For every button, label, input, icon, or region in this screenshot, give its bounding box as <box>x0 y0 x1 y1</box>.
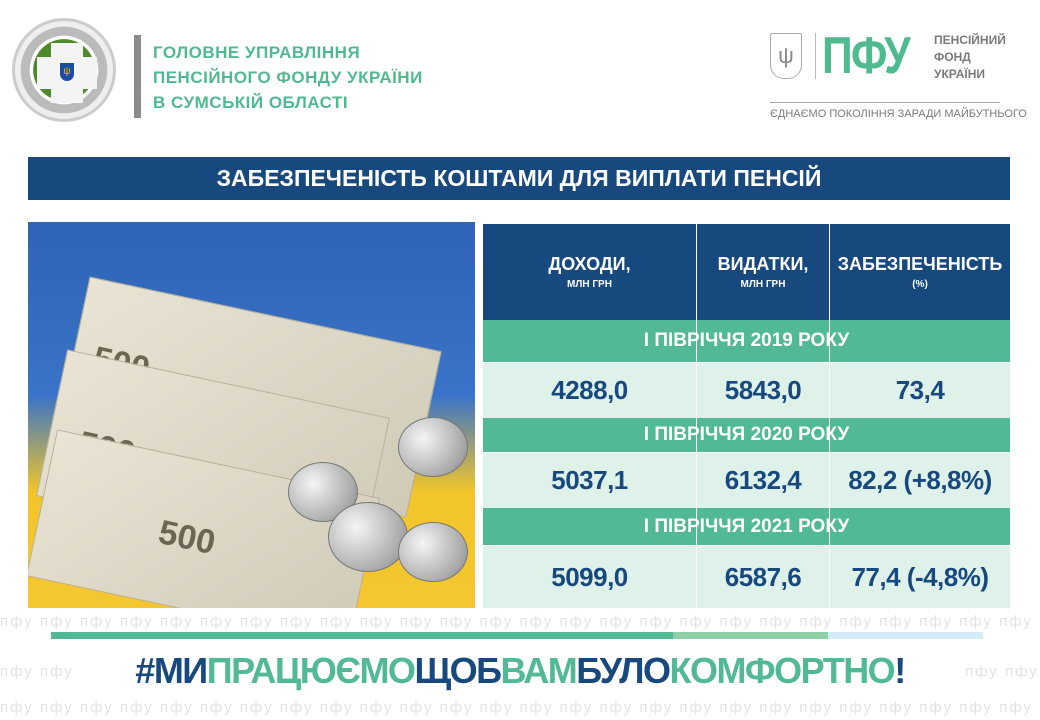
period-row-2021: І ПІВРІЧЧЯ 2021 РОКУ <box>483 508 1010 545</box>
hashtag-part: ЩОБ <box>414 650 502 691</box>
watermark-pattern: пфу пфу пфу пфу пфу пфу пфу пфу пфу пфу … <box>0 700 1040 716</box>
coverage-value: 82,2 (+8,8%) <box>848 465 992 495</box>
logo-divider <box>815 33 816 79</box>
money-photo: 500 500 500 <box>28 222 475 608</box>
accent-strip <box>673 632 828 639</box>
column-header-income: ДОХОДИ, МЛН ГРН <box>483 224 696 320</box>
coverage-value: 77,4 (-4,8%) <box>851 561 989 592</box>
brand-name: ПЕНСІЙНИЙ ФОНД УКРАЇНИ <box>934 32 1006 83</box>
trident-shield-icon: ψ <box>60 63 74 81</box>
column-unit: МЛН ГРН <box>740 279 786 290</box>
column-label: ЗАБЕЗПЕЧЕНІСТЬ <box>837 254 1003 274</box>
income-value: 4288,0 <box>551 375 628 405</box>
hashtag-slogan: #МИПРАЦЮЄМОЩОБВАМБУЛОКОМФОРТНО! <box>0 650 1040 692</box>
hashtag-part: ВАМ <box>500 650 578 691</box>
brand-line: УКРАЇНИ <box>934 67 986 81</box>
hashtag-part: БУЛО <box>576 650 671 691</box>
accent-strip <box>828 632 983 639</box>
brand-line: ПЕНСІЙНИЙ <box>934 33 1006 47</box>
slogan-rule <box>770 102 1000 103</box>
hashtag-part: #МИ <box>135 650 208 691</box>
coin-image <box>398 417 468 477</box>
hashtag-part: ПРАЦЮЄМО <box>206 650 416 691</box>
brand-line: ФОНД <box>934 50 971 64</box>
expenses-value: 6132,4 <box>724 465 802 495</box>
table-row: 4288,0 5843,0 73,4 <box>483 363 1010 418</box>
column-unit: (%) <box>912 279 928 290</box>
column-divider <box>829 224 830 608</box>
org-line: ПЕНСІЙНОГО ФОНДУ УКРАЇНИ <box>153 68 423 87</box>
income-value: 5037,1 <box>551 465 628 495</box>
coverage-value: 73,4 <box>895 375 945 405</box>
org-line: В СУМСЬКІЙ ОБЛАСТІ <box>153 93 349 112</box>
funding-table: ДОХОДИ, МЛН ГРН ВИДАТКИ, МЛН ГРН ЗАБЕЗПЕЧЕ… <box>483 224 1010 608</box>
org-name: ГОЛОВНЕ УПРАВЛІННЯ ПЕНСІЙНОГО ФОНДУ УКРА… <box>153 40 423 115</box>
slogan: ЄДНАЄМО ПОКОЛІННЯ ЗАРАДИ МАЙБУТНЬОГО <box>770 108 1027 120</box>
org-line: ГОЛОВНЕ УПРАВЛІННЯ <box>153 43 361 62</box>
column-divider <box>696 224 697 608</box>
coin-image <box>328 502 408 572</box>
banknote-value: 500 <box>155 513 219 563</box>
column-unit: МЛН ГРН <box>567 279 612 290</box>
expenses-value: 5843,0 <box>724 375 802 405</box>
period-row-2019: І ПІВРІЧЧЯ 2019 РОКУ <box>483 320 1010 362</box>
watermark-pattern: пфу пфу пфу пфу пфу пфу пфу пфу пфу пфу … <box>965 664 1040 680</box>
expenses-value: 6587,6 <box>724 561 802 592</box>
hashtag-part: КОМФОРТНО <box>669 650 895 691</box>
period-row-2020: І ПІВРІЧЧЯ 2020 РОКУ <box>483 418 1010 452</box>
coat-of-arms-icon: ψ <box>770 33 802 79</box>
column-header-expenses: ВИДАТКИ, МЛН ГРН <box>697 224 829 320</box>
watermark-pattern: пфу пфу пфу пфу пфу пфу пфу пфу пфу пфу … <box>0 664 80 680</box>
watermark-pattern: пфу пфу пфу пфу пфу пфу пфу пфу пфу пфу … <box>0 614 1040 630</box>
table-header: ДОХОДИ, МЛН ГРН ВИДАТКИ, МЛН ГРН ЗАБЕЗПЕЧЕ… <box>483 224 1010 320</box>
page-title: ЗАБЕЗПЕЧЕНІСТЬ КОШТАМИ ДЛЯ ВИПЛАТИ ПЕНСІ… <box>28 157 1010 200</box>
table-row: 5099,0 6587,6 77,4 (-4,8%) <box>483 546 1010 608</box>
table-row: 5037,1 6132,4 82,2 (+8,8%) <box>483 453 1010 508</box>
org-emblem-logo: ψ <box>12 18 116 122</box>
pfu-logo: ПФУ <box>822 27 911 85</box>
coin-image <box>398 522 468 582</box>
column-label: ДОХОДИ, <box>548 254 631 274</box>
hashtag-part: ! <box>894 650 906 691</box>
header-divider <box>134 35 141 118</box>
accent-strip <box>51 632 673 639</box>
column-label: ВИДАТКИ, <box>717 254 809 274</box>
income-value: 5099,0 <box>551 561 628 592</box>
column-header-coverage: ЗАБЕЗПЕЧЕНІСТЬ (%) <box>830 224 1010 320</box>
